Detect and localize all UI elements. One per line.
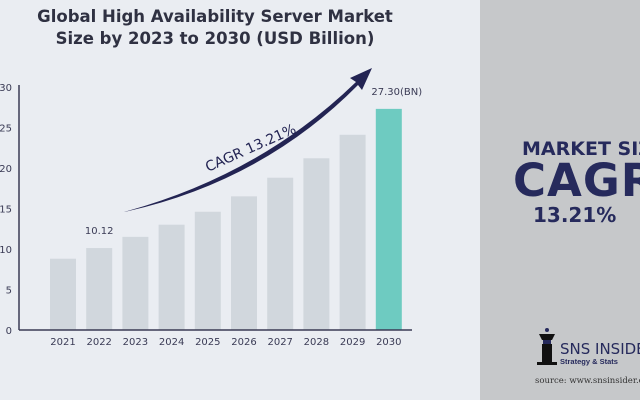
x-tick-label: 2029 xyxy=(340,337,365,348)
source-link[interactable]: source: www.snsinsider.com xyxy=(535,376,640,386)
data-label: 27.30(BN) xyxy=(371,87,422,98)
x-tick-label: 2027 xyxy=(267,337,292,348)
data-label: 10.12 xyxy=(85,226,114,237)
bar-2025 xyxy=(194,211,221,330)
title-line-2: Size by 2023 to 2030 (USD Billion) xyxy=(55,29,375,48)
y-tick-label: 25 xyxy=(0,124,12,135)
bar-2024 xyxy=(158,224,185,330)
x-tick-label: 2021 xyxy=(50,337,75,348)
y-tick-label: 5 xyxy=(6,286,12,297)
x-tick-label: 2025 xyxy=(195,337,220,348)
x-tick-label: 2026 xyxy=(231,337,256,348)
bar-2028 xyxy=(303,158,330,330)
y-tick-label: 10 xyxy=(0,245,12,256)
cagr-annotation: CAGR 13.21% xyxy=(203,121,299,175)
side-panel: MARKET SIZE CAGR 13.21% SNS INSIDER Stra… xyxy=(480,0,640,400)
y-tick-label: 15 xyxy=(0,205,12,216)
sns-insider-logo-icon xyxy=(537,328,557,365)
bar-2021 xyxy=(50,258,76,330)
bar-2030 xyxy=(375,108,402,331)
y-tick-label: 20 xyxy=(0,164,12,175)
chart-title: Global High Availability Server Market S… xyxy=(0,6,430,50)
brand-name: SNS INSIDER xyxy=(560,340,640,358)
bar-2029 xyxy=(339,134,366,330)
bar-2026 xyxy=(231,196,257,330)
title-line-1: Global High Availability Server Market xyxy=(37,7,393,26)
brand-tagline: Strategy & Stats xyxy=(560,357,618,366)
y-tick-label: 30 xyxy=(0,83,12,94)
bar-2023 xyxy=(122,236,149,330)
x-tick-label: 2023 xyxy=(123,337,148,348)
y-tick-label: 0 xyxy=(6,326,12,337)
bar-2027 xyxy=(267,177,294,330)
cagr-value: 13.21% xyxy=(533,203,617,227)
x-tick-label: 2022 xyxy=(86,337,111,348)
market-size-label: MARKET SIZE xyxy=(522,138,640,160)
bar-2022 xyxy=(86,248,113,330)
x-tick-label: 2024 xyxy=(159,337,184,348)
cagr-label: CAGR xyxy=(513,154,640,207)
x-tick-label: 2030 xyxy=(376,337,401,348)
x-tick-label: 2028 xyxy=(304,337,329,348)
